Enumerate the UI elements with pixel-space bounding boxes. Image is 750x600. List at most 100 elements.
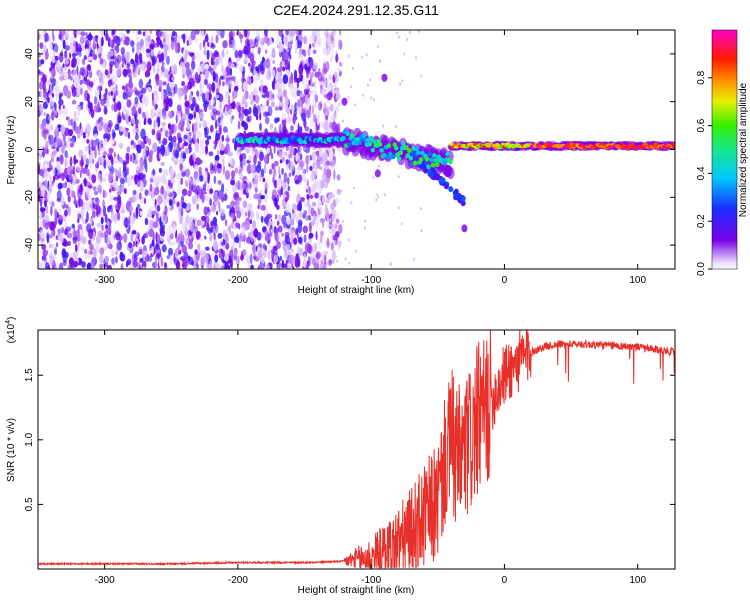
isolated-blob [341,97,348,106]
colorbar-tick-label: 0.2 [696,214,707,228]
noise-speckle [151,194,155,202]
noise-speckle [302,174,306,182]
noise-speckle [81,104,83,110]
carrier-tail [410,149,416,156]
colorbar: 0.0 0.2 0.4 0.6 0.8 Normalized spectral ampl… [696,29,749,276]
noise-speckle [406,37,409,41]
noise-speckle [156,38,162,46]
snr-panel: -300 -200 -100 0 100 0.5 1.0 1.5 Height of str… [5,317,676,596]
noise-speckle [182,152,187,158]
noise-speckle [160,161,165,166]
noise-speckle [273,145,276,154]
noise-speckle [85,47,89,58]
noise-speckle [301,36,304,41]
noise-speckle [242,81,248,91]
noise-speckle [176,172,182,180]
noise-speckle [341,63,343,66]
noise-speckle [292,114,296,125]
noise-speckle [74,34,77,39]
noise-speckle [314,215,320,224]
noise-speckle [276,220,280,226]
noise-speckle [203,206,209,216]
noise-speckle [235,31,242,36]
noise-speckle [213,62,217,70]
noise-speckle [199,111,205,119]
noise-speckle [99,58,104,65]
noise-speckle [304,63,307,71]
noise-speckle [222,164,226,175]
noise-speckle [214,254,219,263]
isolated-blob [374,169,381,178]
noise-speckle [71,209,77,214]
noise-speckle [106,159,110,169]
noise-speckle [210,57,213,66]
noise-speckle [331,30,337,36]
noise-speckle [188,242,194,250]
carrier-core [370,147,376,153]
noise-speckle [259,112,262,121]
noise-speckle [303,76,309,84]
noise-speckle [244,220,250,231]
noise-speckle [259,122,262,132]
noise-speckle [81,261,86,268]
noise-speckle [311,183,317,194]
noise-speckle [219,30,225,39]
noise-speckle [396,31,399,35]
noise-speckle [230,63,235,68]
noise-speckle [323,32,326,36]
noise-speckle [122,233,128,243]
noise-speckle [244,54,248,63]
noise-speckle [339,61,342,67]
noise-speckle [273,196,278,207]
noise-speckle [160,43,164,49]
carrier-core [413,160,418,166]
noise-speckle [312,42,315,48]
noise-speckle [281,262,285,269]
noise-speckle [242,158,246,167]
noise-speckle [186,202,192,210]
noise-speckle [350,85,352,89]
noise-speckle [250,91,254,101]
noise-speckle [105,213,108,224]
noise-speckle [283,35,289,45]
noise-speckle [150,50,154,56]
noise-speckle [140,63,145,72]
noise-speckle [93,35,96,47]
noise-speckle [169,241,172,247]
noise-speckle [179,241,184,247]
noise-speckle [117,199,122,210]
noise-speckle [69,156,73,167]
noise-speckle [167,72,170,83]
noise-speckle [295,30,299,36]
noise-speckle [213,232,216,241]
noise-speckle [96,244,100,253]
noise-speckle [141,87,147,94]
noise-speckle [226,61,232,68]
noise-speckle [94,89,100,98]
noise-speckle [266,69,269,78]
noise-speckle [169,167,175,177]
noise-speckle [162,111,167,120]
noise-speckle [239,153,243,162]
noise-speckle [201,193,205,204]
noise-speckle [331,121,337,132]
noise-speckle [153,187,160,196]
noise-speckle [40,71,44,76]
noise-speckle [168,199,173,207]
noise-speckle [105,172,109,177]
noise-speckle [286,244,291,252]
noise-speckle [180,195,185,205]
colorbar-label: Normalized spectral amplitude [738,82,749,217]
noise-speckle [265,91,270,99]
noise-speckle [72,99,76,105]
noise-speckle [41,259,46,269]
noise-speckle [52,167,56,177]
noise-speckle [226,134,230,144]
noise-speckle [321,173,327,180]
noise-speckle [93,95,98,105]
noise-speckle [204,63,209,70]
noise-speckle [314,192,320,199]
noise-speckle [133,142,137,148]
noise-speckle [208,151,214,157]
noise-speckle [93,126,98,135]
